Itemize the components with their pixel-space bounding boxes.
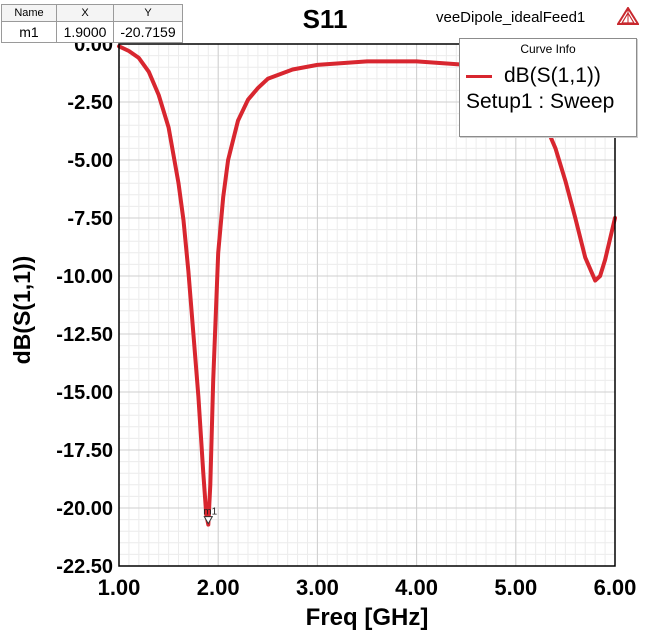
plot-frame: [118, 43, 616, 567]
series-layer: [117, 44, 617, 527]
marker-y: -20.7159: [113, 21, 183, 43]
x-tick-label: 5.00: [494, 575, 537, 600]
x-tick-label: 2.00: [197, 575, 240, 600]
x-tick-label: 3.00: [296, 575, 339, 600]
x-tick-label: 4.00: [395, 575, 438, 600]
chart-title: S11: [302, 4, 348, 34]
tick-labels: 1.00 2.00 3.00 4.00 5.00 6.000.00-2.50-5.00-7…: [56, 34, 636, 600]
marker-m1-triangle: [203, 516, 214, 525]
column-header: Name: [1, 4, 57, 22]
legend-sweep-label: Setup1 : Sweep: [466, 90, 615, 113]
marker-layer: m1: [203, 507, 218, 525]
table-row[interactable]: m1 1.9000 -20.7159: [1, 21, 183, 43]
legend-entry[interactable]: dB(S(1,1)): [466, 64, 601, 88]
curve-info-legend[interactable]: Curve Info dB(S(1,1)) Setup1 : Sweep: [459, 38, 637, 137]
project-name: veeDipole_idealFeed1: [436, 9, 586, 26]
marker-name: m1: [1, 21, 57, 43]
y-axis-label: dB(S(1,1)): [9, 256, 35, 365]
y-tick-label: -20.00: [56, 498, 113, 520]
x-tick-label: 6.00: [594, 575, 637, 600]
legend-heading: Curve Info: [520, 42, 576, 56]
x-axis-label: Freq [GHz]: [306, 604, 429, 631]
y-tick-label: -7.50: [67, 208, 113, 230]
column-header: X: [56, 4, 114, 22]
x-tick-label: 1.00: [98, 575, 141, 600]
marker-table: Name X Y m1 1.9000 -20.7159: [1, 4, 183, 43]
series-line-s11: [117, 44, 617, 527]
y-tick-label: -10.00: [56, 266, 113, 288]
y-tick-label: -2.50: [67, 92, 113, 114]
y-tick-label: -5.00: [67, 150, 113, 172]
y-tick-label: -17.50: [56, 440, 113, 462]
legend-line-swatch: [466, 74, 492, 78]
marker-x: 1.9000: [56, 21, 114, 43]
legend-trace-label: dB(S(1,1)): [504, 64, 601, 87]
y-tick-label: -22.50: [56, 556, 113, 578]
y-tick-label: -15.00: [56, 382, 113, 404]
marker-m1-label: m1: [203, 507, 217, 518]
y-tick-label: -12.50: [56, 324, 113, 346]
ansys-logo-icon: [617, 7, 639, 25]
column-header: Y: [113, 4, 183, 22]
